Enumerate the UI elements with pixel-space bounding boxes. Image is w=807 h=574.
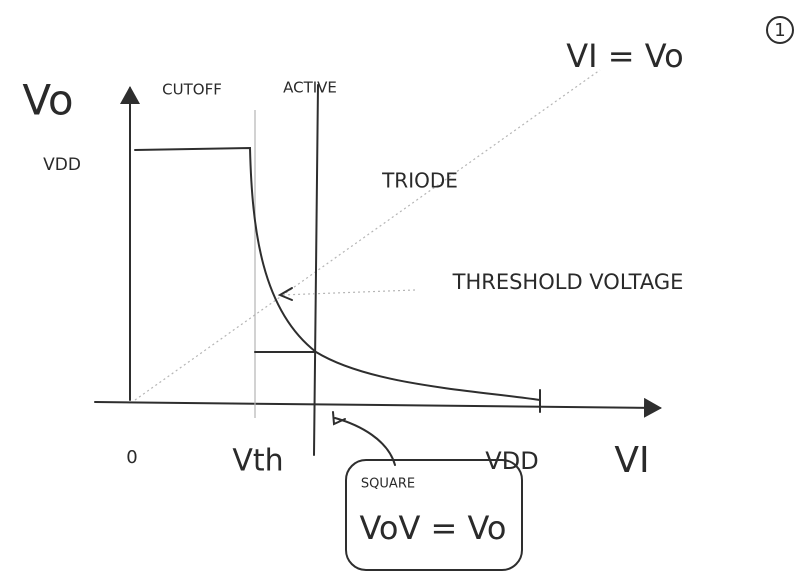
y-axis-label: Vo <box>22 76 73 125</box>
note-equation: VoV = Vo <box>359 509 506 547</box>
x-origin-label: 0 <box>126 447 137 468</box>
diagram: 1 VI = Vo Vo VDD CUTOFF ACTIVE TRIODE TH… <box>0 0 807 574</box>
active-label: ACTIVE <box>283 79 337 97</box>
note-title: SQUARE <box>361 477 415 492</box>
cutoff-label: CUTOFF <box>162 81 222 99</box>
triode-label: TRIODE <box>381 169 458 193</box>
x-threshold-label: Vth <box>232 444 283 479</box>
y-value-label: VDD <box>43 155 81 175</box>
page-number: 1 <box>774 20 785 41</box>
x-axis-label: VI <box>614 440 649 481</box>
equation-top: VI = Vo <box>566 37 683 75</box>
threshold-annotation: THRESHOLD VOLTAGE <box>452 270 684 294</box>
